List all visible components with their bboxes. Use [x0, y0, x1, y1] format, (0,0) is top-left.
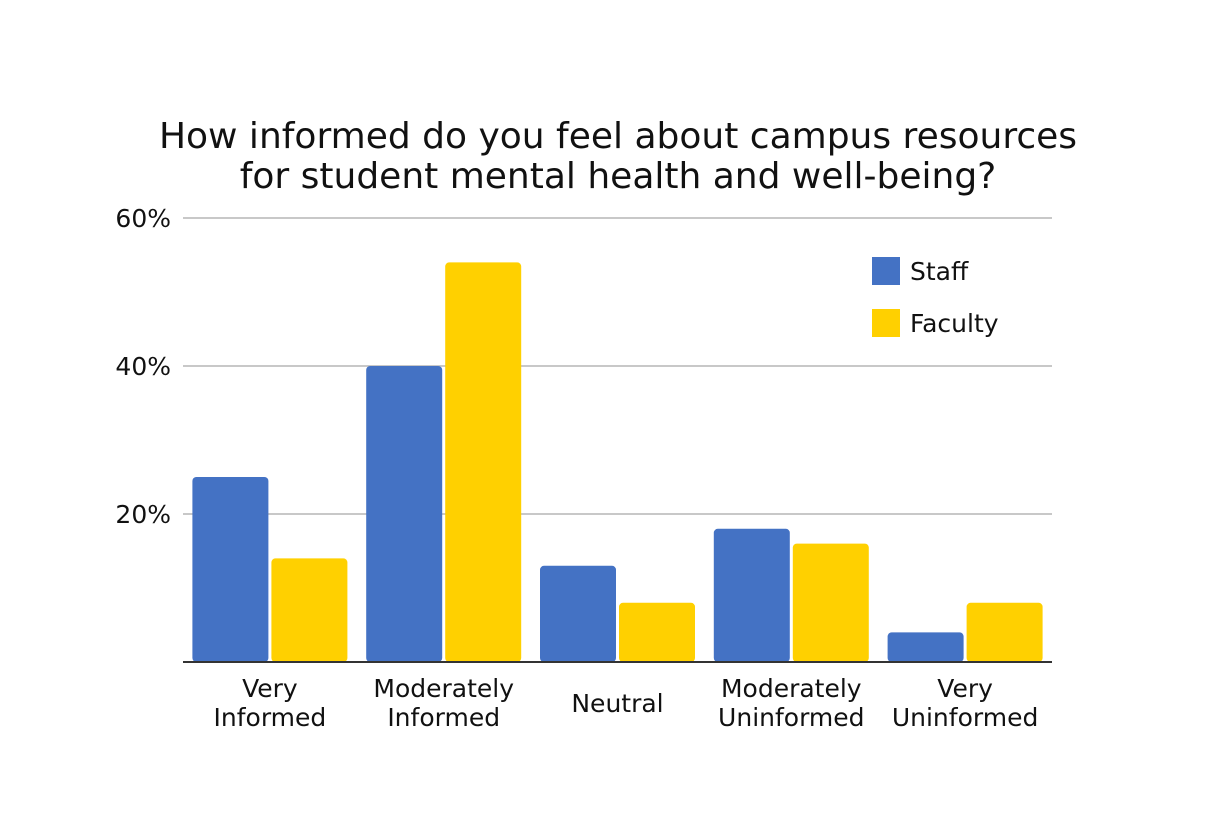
chart-title-line: How informed do you feel about campus re… — [159, 116, 1077, 157]
y-tick-label: 40% — [115, 352, 171, 381]
chart-title: How informed do you feel about campus re… — [159, 116, 1077, 197]
gridlines — [183, 217, 1052, 515]
x-category-label: Neutral — [571, 689, 663, 718]
x-category-label: Informed — [214, 703, 327, 732]
bar-faculty-1 — [445, 262, 522, 662]
bar-faculty-3 — [792, 543, 869, 662]
y-tick-label: 60% — [115, 204, 171, 233]
x-category-label: Moderately — [721, 674, 862, 703]
chart-title-line: for student mental health and well-being… — [240, 156, 997, 197]
x-category-label: Very — [242, 674, 298, 703]
bar-staff-2 — [540, 565, 616, 662]
bars — [192, 262, 1043, 662]
x-category-label: Uninformed — [718, 703, 864, 732]
bar-staff-3 — [713, 528, 790, 662]
y-tick-label: 20% — [115, 500, 171, 529]
bar-faculty-0 — [271, 558, 348, 662]
legend-label-staff: Staff — [910, 257, 969, 286]
bar-staff-1 — [366, 366, 443, 662]
x-category-label: Uninformed — [892, 703, 1038, 732]
legend: Staff Faculty — [872, 257, 999, 338]
x-category-label: Moderately — [373, 674, 514, 703]
x-category-label: Informed — [387, 703, 500, 732]
legend-swatch-faculty — [872, 309, 900, 337]
legend-label-faculty: Faculty — [910, 309, 999, 338]
bar-staff-4 — [887, 632, 964, 662]
bar-staff-0 — [192, 477, 269, 662]
y-axis-ticks: 20% 40% 60% — [115, 204, 171, 529]
legend-swatch-staff — [872, 257, 900, 285]
bar-faculty-4 — [966, 602, 1043, 662]
x-category-label: Very — [937, 674, 993, 703]
bar-faculty-2 — [619, 602, 695, 662]
